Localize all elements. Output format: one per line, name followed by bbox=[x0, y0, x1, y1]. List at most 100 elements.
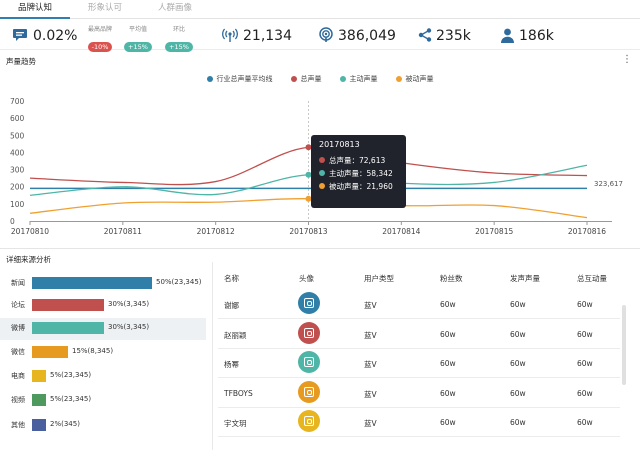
source-value: 50%(23,345) bbox=[156, 278, 202, 286]
col-header-fans: 粉丝数 bbox=[440, 274, 463, 283]
cell-fans: 60w bbox=[440, 359, 456, 368]
legend-item[interactable]: 总声量 bbox=[290, 74, 322, 84]
table-scrollbar[interactable] bbox=[622, 305, 626, 385]
more-vertical-icon[interactable]: ⋮ bbox=[622, 54, 632, 65]
y-tick-label: 0 bbox=[10, 217, 15, 226]
cell-user-type: 蓝V bbox=[364, 301, 377, 310]
table-row[interactable]: 宇文玥 蓝V 60w 60w 60w bbox=[218, 407, 620, 437]
source-value: 30%(3,345) bbox=[108, 300, 150, 308]
max-brand-label: 最高品牌 bbox=[87, 26, 112, 33]
cell-name: 宇文玥 bbox=[224, 419, 247, 428]
source-value: 5%(23,345) bbox=[50, 371, 92, 379]
cell-fans: 60w bbox=[440, 388, 456, 398]
tooltip-dot bbox=[319, 183, 325, 189]
table-row[interactable]: 杨幂 蓝V 60w 60w 60w bbox=[218, 348, 620, 378]
y-tick-label: 400 bbox=[10, 148, 25, 157]
source-value: 5%(23,345) bbox=[50, 395, 92, 403]
camera-icon bbox=[304, 298, 314, 308]
legend-dot bbox=[206, 75, 213, 82]
cell-name: 谢娜 bbox=[224, 301, 239, 310]
cell-voice: 60w bbox=[510, 329, 526, 339]
ratio-badge: +15% bbox=[165, 42, 193, 52]
cell-interactions: 60w bbox=[577, 418, 593, 427]
cell-interactions: 60w bbox=[577, 359, 593, 368]
x-tick-label: 20170815 bbox=[475, 227, 513, 236]
section-divider bbox=[0, 248, 640, 249]
legend-label: 行业总声量平均线 bbox=[216, 75, 273, 83]
y-tick-label: 100 bbox=[10, 200, 25, 209]
cell-name: TFBOYS bbox=[224, 388, 253, 398]
cell-user-type: 蓝V bbox=[364, 360, 377, 369]
source-name: 视频 bbox=[11, 396, 25, 404]
source-bar bbox=[32, 299, 104, 311]
source-name: 微信 bbox=[11, 348, 25, 356]
legend-dot bbox=[395, 75, 402, 82]
tooltip-dot bbox=[319, 170, 325, 176]
share-value: 0.02% bbox=[33, 28, 78, 44]
cell-voice: 60w bbox=[510, 300, 526, 309]
tooltip-active-text: 主动声量：58,342 bbox=[329, 169, 393, 178]
table-row[interactable]: 赵丽颖 蓝V 60w 60w 60w bbox=[218, 319, 620, 349]
camera-icon bbox=[304, 327, 314, 338]
tooltip-row-total: 总声量：72,613 bbox=[319, 154, 398, 167]
legend-label: 总声量 bbox=[300, 75, 322, 83]
tooltip-dot bbox=[319, 157, 325, 163]
source-row[interactable]: 视频 5%(23,345) bbox=[0, 390, 206, 412]
reach-value: 386,049 bbox=[338, 28, 396, 44]
y-tick-label: 200 bbox=[10, 183, 25, 192]
source-row[interactable]: 微博 30%(3,345) bbox=[0, 318, 206, 340]
table-row[interactable]: 谢娜 蓝V 60w 60w 60w bbox=[218, 289, 620, 319]
hover-point bbox=[305, 171, 312, 178]
ratio-metric: 环比 +15% bbox=[163, 25, 195, 53]
tab-image-recognition[interactable]: 形象认可 bbox=[87, 3, 122, 13]
legend-item[interactable]: 被动声量 bbox=[395, 74, 434, 84]
broadcast-value: 21,134 bbox=[243, 28, 292, 44]
users-value: 186k bbox=[519, 28, 554, 44]
y-tick-label: 300 bbox=[10, 166, 25, 175]
source-name: 其他 bbox=[11, 421, 25, 429]
legend-label: 主动声量 bbox=[349, 75, 378, 83]
source-row[interactable]: 电商 5%(23,345) bbox=[0, 366, 206, 388]
tooltip-row-active: 主动声量：58,342 bbox=[319, 167, 398, 180]
tab-brand-awareness[interactable]: 品牌认知 bbox=[0, 0, 70, 19]
share-icon bbox=[418, 28, 432, 42]
ratio-label: 环比 bbox=[172, 26, 185, 33]
x-tick-label: 20170812 bbox=[197, 227, 235, 236]
source-bar bbox=[32, 346, 68, 358]
user-icon bbox=[501, 28, 514, 43]
y-tick-label: 700 bbox=[10, 97, 25, 106]
source-row[interactable]: 其他 2%(345) bbox=[0, 415, 206, 437]
tab-audience-profile[interactable]: 人群画像 bbox=[157, 3, 192, 13]
avatar bbox=[298, 292, 320, 314]
legend-item[interactable]: 行业总声量平均线 bbox=[206, 74, 273, 84]
tooltip-row-passive: 被动声量：21,960 bbox=[319, 180, 398, 193]
legend-item[interactable]: 主动声量 bbox=[339, 74, 378, 84]
average-label: 平均值 bbox=[128, 26, 147, 33]
source-bar bbox=[32, 419, 46, 431]
x-tick-label: 20170813 bbox=[289, 227, 327, 236]
cell-user-type: 蓝V bbox=[364, 389, 377, 399]
source-bar bbox=[32, 277, 152, 289]
average-line-end-label: 323,617 bbox=[594, 180, 623, 188]
max-brand-metric: 最高品牌 -10% bbox=[84, 25, 116, 53]
avatar bbox=[298, 380, 320, 403]
source-value: 30%(3,345) bbox=[108, 323, 150, 331]
source-row[interactable]: 论坛 30%(3,345) bbox=[0, 295, 206, 317]
col-header-user-type: 用户类型 bbox=[364, 274, 394, 283]
legend-dot bbox=[339, 75, 346, 82]
x-tick-label: 20170814 bbox=[382, 227, 420, 236]
cell-fans: 60w bbox=[440, 329, 456, 339]
legend-label: 被动声量 bbox=[405, 75, 434, 83]
source-name: 电商 bbox=[11, 372, 25, 380]
cell-user-type: 蓝V bbox=[364, 419, 377, 428]
tooltip-passive-text: 被动声量：21,960 bbox=[329, 182, 393, 191]
tooltip-title: 20170813 bbox=[319, 140, 360, 149]
x-tick-label: 20170811 bbox=[104, 227, 142, 236]
cell-voice: 60w bbox=[510, 359, 526, 368]
source-row[interactable]: 新闻 50%(23,345) bbox=[0, 273, 206, 295]
table-row[interactable]: TFBOYS 蓝V 60w 60w 60w bbox=[218, 378, 620, 408]
source-row[interactable]: 微信 15%(8,345) bbox=[0, 342, 206, 364]
avatar bbox=[298, 351, 320, 373]
chart-tooltip: 20170813 总声量：72,613 主动声量：58,342 被动声量：21,… bbox=[311, 135, 406, 208]
col-header-interactions: 总互动量 bbox=[577, 274, 607, 283]
